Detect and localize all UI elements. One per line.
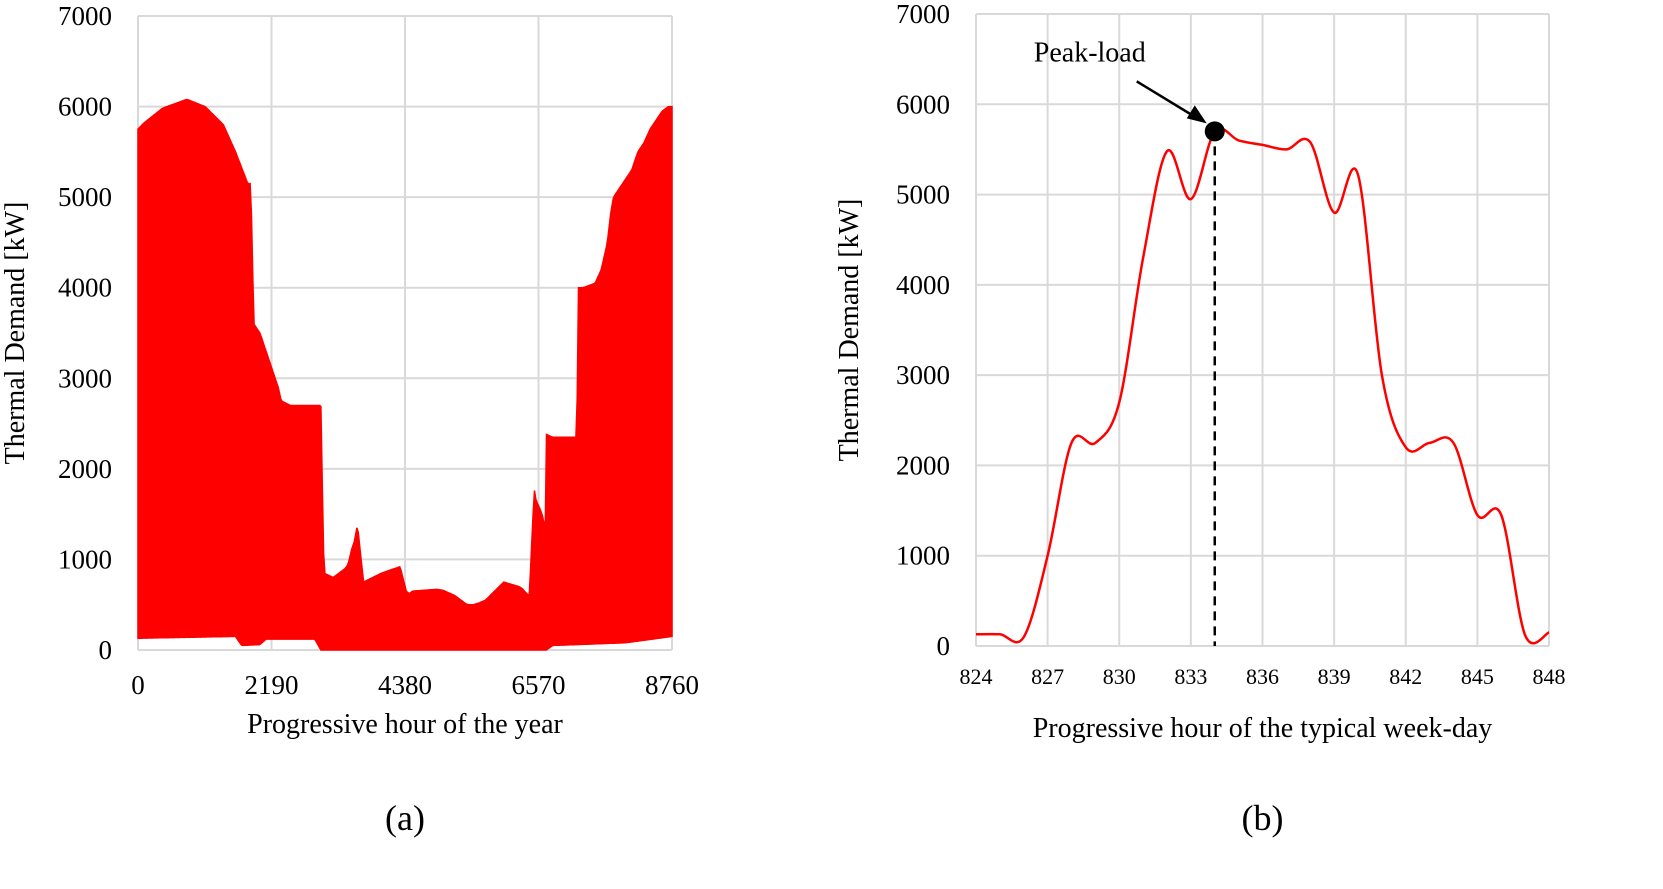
- x-tick-label: 824: [960, 664, 993, 689]
- y-tick-label: 0: [937, 631, 951, 661]
- x-tick-label: 836: [1246, 664, 1279, 689]
- x-tick-label: 2190: [245, 670, 299, 700]
- x-tick-label: 839: [1318, 664, 1351, 689]
- peak-arrow-head: [1186, 105, 1207, 124]
- x-tick-label: 842: [1389, 664, 1422, 689]
- panel-label: (a): [385, 798, 425, 838]
- x-tick-label: 848: [1533, 664, 1566, 689]
- y-tick-label: 1000: [58, 544, 112, 574]
- y-tick-label: 6000: [58, 92, 112, 122]
- y-tick-label: 2000: [896, 450, 950, 480]
- x-axis-title: Progressive hour of the year: [247, 709, 563, 740]
- x-tick-label: 0: [131, 670, 145, 700]
- y-tick-label: 0: [99, 635, 113, 665]
- y-tick-label: 3000: [58, 363, 112, 393]
- y-tick-label: 5000: [58, 182, 112, 212]
- panel-label: (b): [1242, 798, 1284, 838]
- x-tick-label: 827: [1031, 664, 1064, 689]
- x-tick-label: 833: [1174, 664, 1207, 689]
- y-tick-label: 2000: [58, 454, 112, 484]
- y-tick-label: 5000: [896, 180, 950, 210]
- series-area: [137, 98, 673, 651]
- peak-label: Peak-load: [1034, 37, 1146, 68]
- x-tick-label: 4380: [378, 670, 432, 700]
- y-tick-label: 7000: [58, 1, 112, 31]
- chart-a: 0 1000 2000 3000 4000 5000 6000 7000 0 2190 4380 65…: [0, 1, 699, 838]
- x-tick-label: 845: [1461, 664, 1494, 689]
- peak-marker: [1204, 121, 1225, 142]
- y-tick-label: 7000: [896, 0, 950, 29]
- y-axis-title: Thermal Demand [kW]: [0, 202, 31, 465]
- y-tick-label: 3000: [896, 360, 950, 390]
- y-tick-label: 6000: [896, 89, 950, 119]
- chart-b: 0 1000 2000 3000 4000 5000 6000 7000 824 827 830 83…: [834, 0, 1566, 838]
- series-line: [975, 127, 1550, 645]
- x-tick-label: 8760: [645, 670, 699, 700]
- y-tick-label: 4000: [58, 273, 112, 303]
- x-axis-title: Progressive hour of the typical week-day: [1033, 713, 1493, 744]
- y-axis-title: Thermal Demand [kW]: [834, 199, 865, 462]
- y-tick-label: 1000: [896, 541, 950, 571]
- y-tick-label: 4000: [896, 270, 950, 300]
- x-tick-label: 6570: [512, 670, 566, 700]
- x-tick-label: 830: [1103, 664, 1136, 689]
